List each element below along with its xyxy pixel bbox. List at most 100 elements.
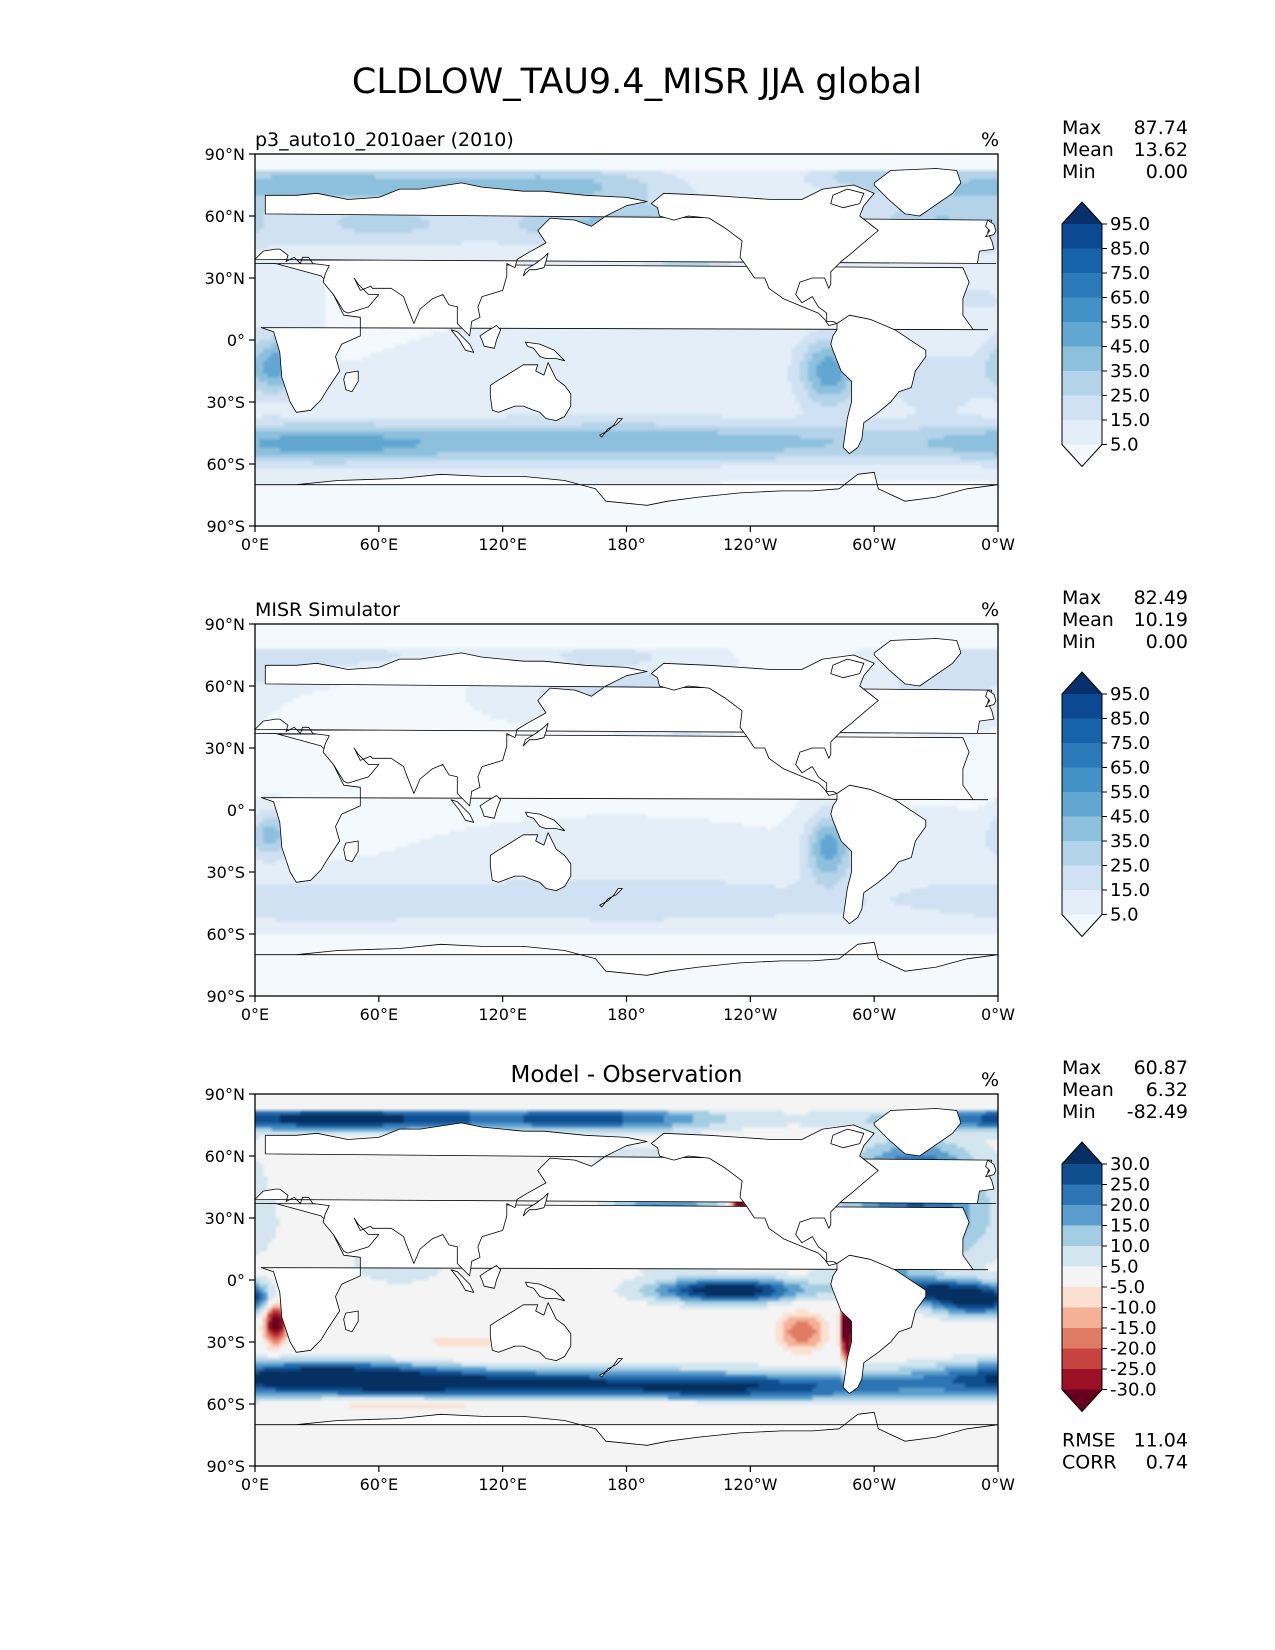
stat-value: 13.62 bbox=[1134, 139, 1188, 161]
stat-value: 87.74 bbox=[1134, 117, 1188, 139]
x-tick-label: 120°W bbox=[723, 1005, 778, 1024]
colorbar-segment bbox=[1062, 1266, 1102, 1288]
colorbar-label: 25.0 bbox=[1110, 1175, 1150, 1196]
colorbar-segment bbox=[1062, 395, 1102, 421]
y-tick-label: 30°S bbox=[206, 1333, 245, 1352]
coastline-samerica bbox=[830, 784, 927, 925]
colorbar-segment bbox=[1062, 346, 1102, 372]
y-tick-label: 90°N bbox=[205, 145, 245, 164]
colorbar-segment bbox=[1062, 841, 1102, 867]
panel-model: 0°E 60°E 120°E 180° 120°W 60°W 0°W 90°N 60°N 30°N… bbox=[205, 117, 1188, 554]
panel-units: % bbox=[981, 129, 999, 151]
stat-label: Max bbox=[1062, 1057, 1101, 1079]
y-tick-label: 0° bbox=[227, 331, 245, 350]
colorbar-label: -25.0 bbox=[1110, 1359, 1157, 1380]
extra-stat-label: CORR bbox=[1062, 1452, 1117, 1474]
x-tick-label: 60°E bbox=[360, 535, 398, 554]
stat-value: 10.19 bbox=[1134, 609, 1188, 631]
coastline-uk bbox=[985, 689, 997, 708]
x-tick-label: 60°W bbox=[852, 535, 896, 554]
extra-stat-value: 0.74 bbox=[1146, 1452, 1188, 1474]
coastline-baffin bbox=[830, 1128, 865, 1149]
x-tick-label: 120°W bbox=[723, 1475, 778, 1494]
colorbar-label: -20.0 bbox=[1110, 1339, 1157, 1360]
coastline-namerica bbox=[650, 1124, 879, 1266]
stat-value: 0.00 bbox=[1146, 161, 1188, 183]
coastline-sumatra bbox=[450, 1269, 475, 1293]
colorbar-label: 75.0 bbox=[1110, 263, 1150, 284]
colorbar-label: 95.0 bbox=[1110, 214, 1150, 235]
y-tick-label: 60°S bbox=[206, 455, 245, 474]
colorbar-label: 85.0 bbox=[1110, 239, 1150, 260]
stat-label: Mean bbox=[1062, 1079, 1114, 1101]
y-tick-label: 0° bbox=[227, 1271, 245, 1290]
coastline-madagascar bbox=[343, 840, 359, 863]
stat-label: Mean bbox=[1062, 139, 1114, 161]
colorbar-segment bbox=[1062, 1205, 1102, 1227]
coastline-japan bbox=[522, 722, 549, 747]
x-tick-label: 60°E bbox=[360, 1005, 398, 1024]
y-tick-label: 90°N bbox=[205, 615, 245, 634]
colorbar-extend-bottom bbox=[1062, 444, 1102, 467]
panel-obs: 0°E 60°E 120°E 180° 120°W 60°W 0°W 90°N 60°N 30°N… bbox=[205, 587, 1188, 1024]
coastline-samerica bbox=[830, 314, 927, 455]
colorbar-label: 5.0 bbox=[1110, 435, 1139, 456]
y-tick-label: 60°N bbox=[205, 207, 245, 226]
panel-units: % bbox=[981, 1069, 999, 1091]
x-tick-label: 0°W bbox=[981, 1005, 1015, 1024]
colorbar-label: 5.0 bbox=[1110, 905, 1139, 926]
colorbar-label: 35.0 bbox=[1110, 831, 1150, 852]
colorbar-segment bbox=[1062, 224, 1102, 250]
colorbar-segment bbox=[1062, 865, 1102, 891]
coastline-baffin bbox=[830, 658, 865, 679]
coastline-australia bbox=[489, 832, 572, 891]
stat-value: 82.49 bbox=[1134, 587, 1188, 609]
panel-units: % bbox=[981, 599, 999, 621]
colorbar-label: 75.0 bbox=[1110, 733, 1150, 754]
y-tick-label: 30°N bbox=[205, 269, 245, 288]
colorbar: 30.025.020.015.010.05.0-5.0-10.0-15.0-20… bbox=[1061, 1141, 1157, 1413]
y-tick-label: 30°S bbox=[206, 393, 245, 412]
colorbar-segment bbox=[1062, 1369, 1102, 1391]
colorbar-extend-bottom bbox=[1062, 914, 1102, 937]
y-tick-label: 90°S bbox=[206, 517, 245, 536]
colorbar-label: 65.0 bbox=[1110, 758, 1150, 779]
colorbar-segment bbox=[1062, 792, 1102, 818]
colorbar-segment bbox=[1062, 890, 1102, 916]
colorbar-label: 65.0 bbox=[1110, 288, 1150, 309]
panel-diff: 0°E 60°E 120°E 180° 120°W 60°W 0°W 90°N 60°N 30°N… bbox=[205, 1057, 1188, 1494]
colorbar-label: 10.0 bbox=[1110, 1236, 1150, 1257]
y-tick-label: 60°S bbox=[206, 1395, 245, 1414]
coastline-newzealand bbox=[599, 888, 623, 908]
stat-label: Max bbox=[1062, 587, 1101, 609]
colorbar-label: 25.0 bbox=[1110, 856, 1150, 877]
colorbar-extend-top bbox=[1062, 202, 1102, 224]
x-tick-label: 180° bbox=[607, 1005, 646, 1024]
colorbar-segment bbox=[1062, 371, 1102, 397]
stat-value: 0.00 bbox=[1146, 631, 1188, 653]
coastline-greenland bbox=[873, 168, 962, 217]
colorbar-segment bbox=[1062, 1307, 1102, 1329]
coastline-antarctica bbox=[254, 1411, 999, 1446]
coastline-antarctica bbox=[254, 471, 999, 506]
colorbar-label: -15.0 bbox=[1110, 1318, 1157, 1339]
coastline-greenland bbox=[873, 1108, 962, 1157]
y-tick-label: 90°S bbox=[206, 1457, 245, 1476]
x-tick-label: 120°E bbox=[478, 535, 527, 554]
colorbar-segment bbox=[1062, 1348, 1102, 1370]
x-tick-label: 0°E bbox=[241, 1005, 269, 1024]
coastline-borneo bbox=[479, 795, 502, 819]
stat-value: -82.49 bbox=[1127, 1101, 1188, 1123]
colorbar-segment bbox=[1062, 718, 1102, 744]
y-tick-label: 30°S bbox=[206, 863, 245, 882]
coastline-australia bbox=[489, 1302, 572, 1361]
colorbar-label: 45.0 bbox=[1110, 807, 1150, 828]
coastline-madagascar bbox=[343, 1310, 359, 1333]
colorbar-segment bbox=[1062, 1287, 1102, 1309]
coastline-australia bbox=[489, 362, 572, 422]
colorbar-label: 15.0 bbox=[1110, 410, 1150, 431]
x-tick-label: 60°W bbox=[852, 1475, 896, 1494]
colorbar-label: 25.0 bbox=[1110, 386, 1150, 407]
figure-title: CLDLOW_TAU9.4_MISR JJA global bbox=[352, 62, 922, 102]
coastline-sumatra bbox=[450, 799, 475, 823]
